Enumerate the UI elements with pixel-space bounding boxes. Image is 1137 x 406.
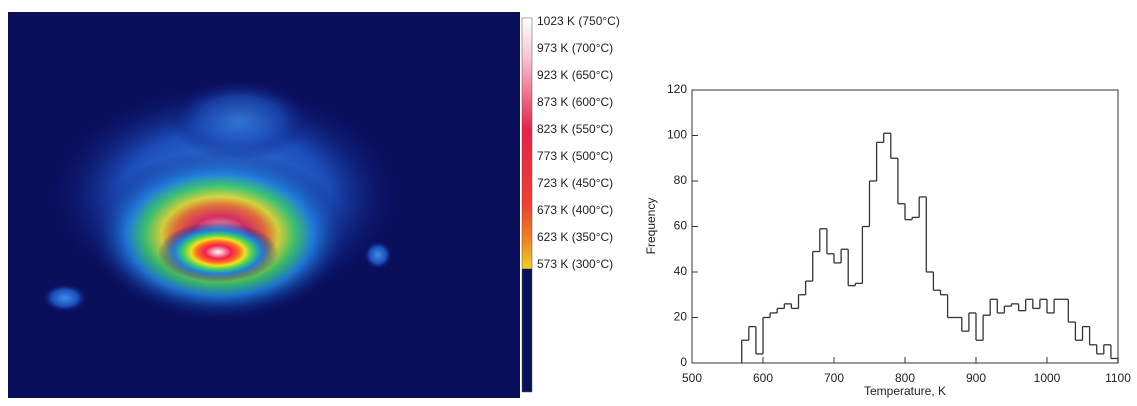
x-tick-label: 600 (753, 371, 773, 385)
x-tick-label: 500 (682, 371, 702, 385)
y-axis-label: Frequency (644, 198, 658, 255)
colorbar-label: 873 K (600°C) (537, 95, 613, 109)
x-tick-label: 1100 (1105, 371, 1131, 385)
x-tick-label: 900 (966, 371, 986, 385)
colorbar (521, 17, 533, 393)
x-tick-label: 700 (824, 371, 844, 385)
y-tick-label: 0 (680, 355, 687, 369)
plot-frame (691, 89, 1119, 364)
x-tick-label: 800 (895, 371, 915, 385)
y-tick-label: 80 (674, 173, 688, 187)
x-tick-label: 1000 (1034, 371, 1061, 385)
y-tick-label: 20 (674, 310, 688, 324)
colorbar-label: 723 K (450°C) (537, 176, 613, 190)
colorbar-label: 923 K (650°C) (537, 68, 613, 82)
colorbar-label: 623 K (350°C) (537, 230, 613, 244)
colorbar-label: 573 K (300°C) (537, 257, 613, 271)
colorbar-label: 673 K (400°C) (537, 203, 613, 217)
y-tick-label: 100 (667, 128, 687, 142)
colorbar-label: 773 K (500°C) (537, 149, 613, 163)
x-axis-label: Temperature, K (864, 384, 946, 398)
colorbar-label: 823 K (550°C) (537, 122, 613, 136)
colorbar-label: 973 K (700°C) (537, 41, 613, 55)
y-tick-label: 40 (674, 264, 688, 278)
y-tick-label: 120 (667, 82, 687, 96)
thermal-image (8, 12, 520, 398)
colorbar-label: 1023 K (750°C) (537, 14, 620, 28)
y-tick-label: 60 (674, 219, 688, 233)
